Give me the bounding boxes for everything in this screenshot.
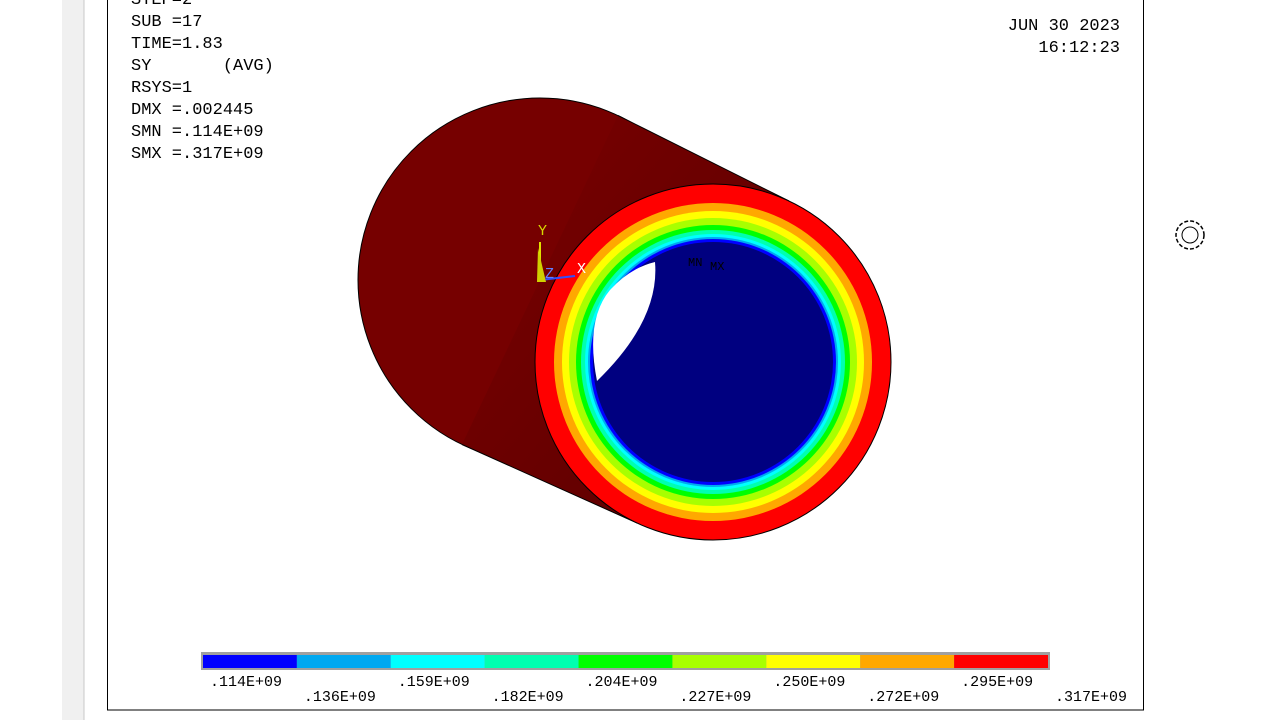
- info-line: SMN =.114E+09: [131, 123, 264, 142]
- legend-label: .114E+09: [210, 674, 282, 691]
- triad-arrow: [537, 248, 546, 282]
- legend-label: .295E+09: [961, 674, 1033, 691]
- legend-swatch: [484, 655, 579, 668]
- through-hole: [593, 262, 656, 381]
- info-line: DMX =.002445: [131, 101, 253, 120]
- legend-swatch: [672, 655, 767, 668]
- edge: [461, 444, 638, 524]
- triad-z: Z: [545, 266, 554, 283]
- inner-surface: [593, 242, 833, 482]
- time: 16:12:23: [1038, 39, 1120, 58]
- legend-swatch: [203, 655, 297, 668]
- info-line: TIME=1.83: [131, 35, 223, 54]
- legend-swatch: [860, 655, 955, 668]
- legend-label: .159E+09: [398, 674, 470, 691]
- edge: [617, 115, 790, 202]
- settings-icon[interactable]: [1175, 220, 1205, 250]
- legend-label: .272E+09: [867, 689, 939, 706]
- min-marker: MN: [688, 256, 702, 270]
- side-strip: [62, 0, 84, 720]
- max-marker: MX: [710, 260, 724, 274]
- legend-label: .136E+09: [304, 689, 376, 706]
- legend-swatch: [954, 655, 1048, 668]
- triad-axis: [539, 275, 576, 281]
- gear[interactable]: [1175, 220, 1205, 250]
- legend-label: .204E+09: [586, 674, 658, 691]
- legend-label: .250E+09: [773, 674, 845, 691]
- info-line: STEP=2: [131, 0, 192, 10]
- legend-swatch: [390, 655, 485, 668]
- legend-swatch: [766, 655, 861, 668]
- info-line: SUB =17: [131, 13, 202, 32]
- legend-swatch: [296, 655, 391, 668]
- gear-hub[interactable]: [1181, 226, 1199, 244]
- legend-label: .227E+09: [679, 689, 751, 706]
- legend-label: .317E+09: [1055, 689, 1127, 706]
- legend: .114E+09 .136E+09 .159E+09 .182E+09 .204E+09…: [201, 652, 1127, 706]
- info-line: SMX =.317E+09: [131, 145, 264, 164]
- legend-swatch: [578, 655, 673, 668]
- info-line: RSYS=1: [131, 79, 192, 98]
- triad-y: Y: [538, 223, 547, 240]
- info-line: SY (AVG): [131, 57, 274, 76]
- legend-label: .182E+09: [492, 689, 564, 706]
- date: JUN 30 2023: [1008, 17, 1120, 36]
- info-block: STEP=2 SUB =17 TIME=1.83 SY (AVG) RSYS=1 DMX …: [131, 0, 274, 164]
- triad-x: X: [577, 261, 586, 278]
